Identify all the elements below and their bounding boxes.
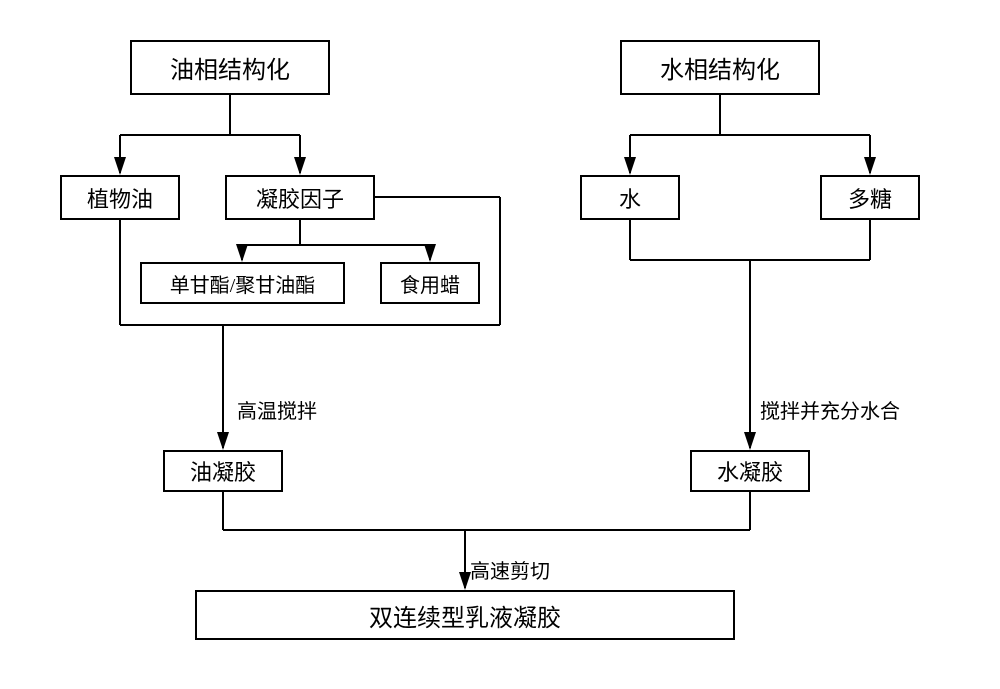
node-label: 植物油 [87, 182, 153, 214]
node-gel-factor: 凝胶因子 [225, 175, 375, 220]
node-water-phase: 水相结构化 [620, 40, 820, 95]
node-wax: 食用蜡 [380, 262, 480, 304]
node-label: 单甘酯/聚甘油酯 [170, 269, 316, 298]
node-label: 油凝胶 [190, 455, 256, 487]
node-label: 水 [619, 182, 641, 214]
node-label: 水相结构化 [660, 50, 780, 85]
node-water: 水 [580, 175, 680, 220]
edge-label-shear: 高速剪切 [470, 555, 550, 584]
node-label: 食用蜡 [400, 269, 460, 298]
edge-label-stir-hot: 高温搅拌 [237, 395, 317, 424]
node-label: 油相结构化 [170, 50, 290, 85]
node-label: 凝胶因子 [256, 182, 344, 214]
node-oil-gel: 油凝胶 [163, 450, 283, 492]
node-label: 水凝胶 [717, 455, 783, 487]
node-label: 双连续型乳液凝胶 [369, 598, 561, 633]
edge-label-stir-hyd: 搅拌并充分水合 [760, 395, 900, 424]
node-mono: 单甘酯/聚甘油酯 [140, 262, 345, 304]
node-poly: 多糖 [820, 175, 920, 220]
node-label: 多糖 [848, 182, 892, 214]
node-bigel: 双连续型乳液凝胶 [195, 590, 735, 640]
node-hydrogel: 水凝胶 [690, 450, 810, 492]
node-veg-oil: 植物油 [60, 175, 180, 220]
node-oil-phase: 油相结构化 [130, 40, 330, 95]
